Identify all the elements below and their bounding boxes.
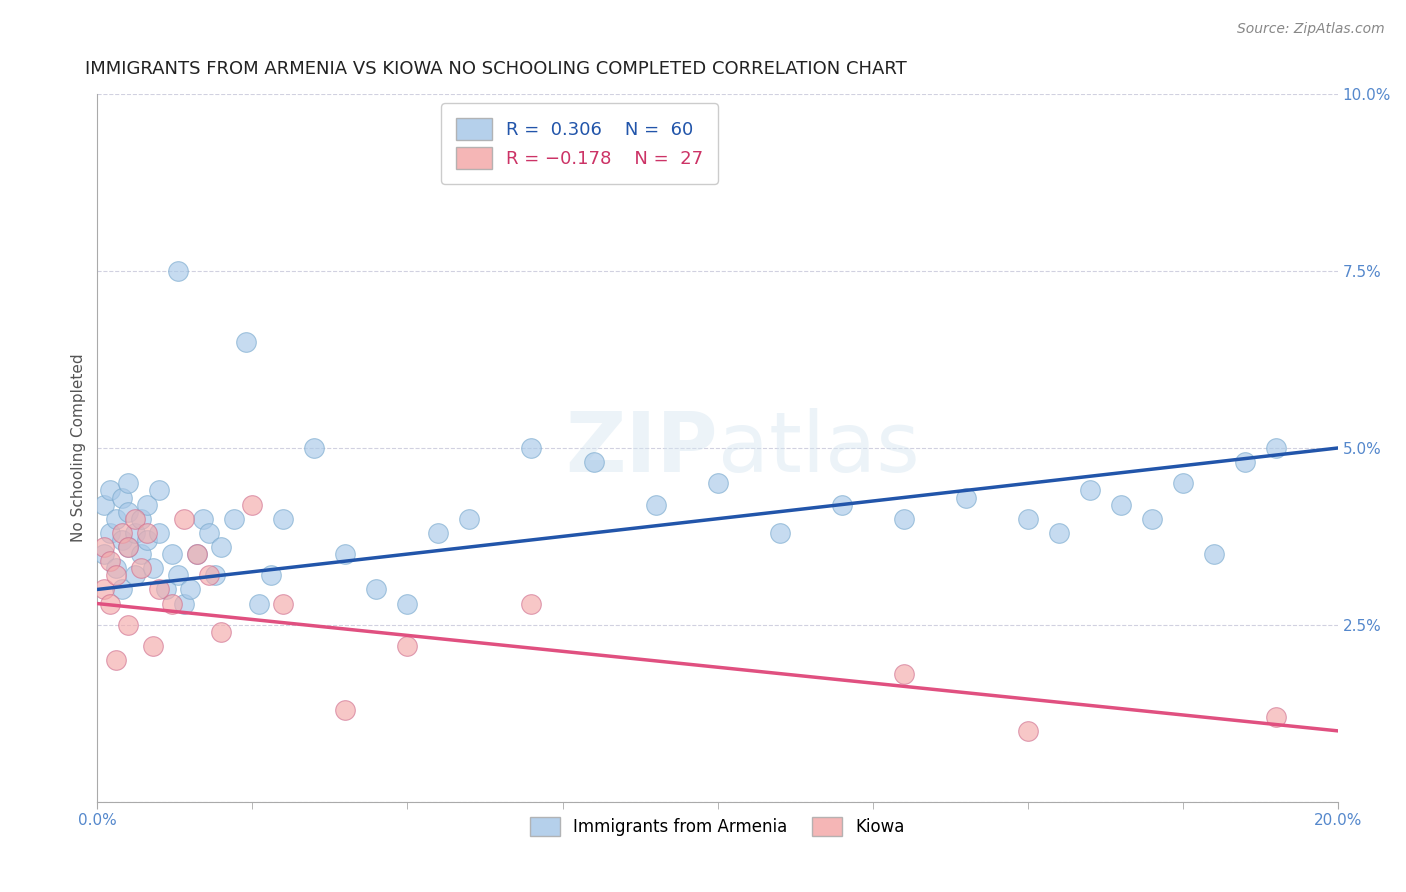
Kiowa xyxy=(520,597,543,611)
Immigrants from Armenia xyxy=(186,547,208,561)
Immigrants from Armenia xyxy=(209,540,232,554)
Immigrants from Armenia xyxy=(1202,547,1225,561)
Immigrants from Armenia xyxy=(1140,512,1163,526)
Immigrants from Armenia xyxy=(247,597,270,611)
Immigrants from Armenia xyxy=(104,561,127,575)
Kiowa xyxy=(396,639,419,653)
Immigrants from Armenia xyxy=(129,547,152,561)
Kiowa xyxy=(273,597,295,611)
Immigrants from Armenia xyxy=(204,568,226,582)
Immigrants from Armenia xyxy=(93,547,115,561)
Immigrants from Armenia xyxy=(335,547,357,561)
Immigrants from Armenia xyxy=(136,498,159,512)
Immigrants from Armenia xyxy=(458,512,481,526)
Kiowa xyxy=(124,512,146,526)
Immigrants from Armenia xyxy=(955,491,977,505)
Immigrants from Armenia xyxy=(1109,498,1132,512)
Immigrants from Armenia xyxy=(124,568,146,582)
Text: ZIP: ZIP xyxy=(565,408,717,489)
Kiowa xyxy=(209,624,232,639)
Immigrants from Armenia xyxy=(93,498,115,512)
Kiowa xyxy=(98,597,121,611)
Immigrants from Armenia xyxy=(222,512,245,526)
Kiowa xyxy=(160,597,183,611)
Kiowa xyxy=(335,703,357,717)
Immigrants from Armenia xyxy=(148,483,170,498)
Immigrants from Armenia xyxy=(273,512,295,526)
Immigrants from Armenia xyxy=(98,483,121,498)
Immigrants from Armenia xyxy=(98,525,121,540)
Kiowa xyxy=(129,561,152,575)
Kiowa xyxy=(93,582,115,597)
Kiowa xyxy=(117,540,139,554)
Kiowa xyxy=(198,568,221,582)
Immigrants from Armenia xyxy=(366,582,388,597)
Immigrants from Armenia xyxy=(111,533,134,547)
Kiowa xyxy=(93,540,115,554)
Immigrants from Armenia xyxy=(1171,476,1194,491)
Immigrants from Armenia xyxy=(893,512,915,526)
Kiowa xyxy=(104,653,127,667)
Immigrants from Armenia xyxy=(1017,512,1039,526)
Kiowa xyxy=(1264,709,1286,723)
Kiowa xyxy=(136,525,159,540)
Legend: Immigrants from Armenia, Kiowa: Immigrants from Armenia, Kiowa xyxy=(523,811,912,843)
Immigrants from Armenia xyxy=(644,498,666,512)
Immigrants from Armenia xyxy=(117,540,139,554)
Kiowa xyxy=(1017,723,1039,738)
Immigrants from Armenia xyxy=(520,441,543,455)
Immigrants from Armenia xyxy=(191,512,214,526)
Y-axis label: No Schooling Completed: No Schooling Completed xyxy=(72,354,86,542)
Immigrants from Armenia xyxy=(1047,525,1070,540)
Immigrants from Armenia xyxy=(111,491,134,505)
Immigrants from Armenia xyxy=(167,568,190,582)
Kiowa xyxy=(186,547,208,561)
Immigrants from Armenia xyxy=(582,455,605,469)
Immigrants from Armenia xyxy=(148,525,170,540)
Immigrants from Armenia xyxy=(173,597,195,611)
Kiowa xyxy=(111,525,134,540)
Immigrants from Armenia xyxy=(160,547,183,561)
Immigrants from Armenia xyxy=(1233,455,1256,469)
Immigrants from Armenia xyxy=(104,512,127,526)
Text: Source: ZipAtlas.com: Source: ZipAtlas.com xyxy=(1237,22,1385,37)
Kiowa xyxy=(893,667,915,681)
Immigrants from Armenia xyxy=(142,561,165,575)
Kiowa xyxy=(148,582,170,597)
Immigrants from Armenia xyxy=(1264,441,1286,455)
Immigrants from Armenia xyxy=(155,582,177,597)
Text: atlas: atlas xyxy=(717,408,920,489)
Immigrants from Armenia xyxy=(235,334,257,349)
Immigrants from Armenia xyxy=(167,264,190,278)
Immigrants from Armenia xyxy=(117,476,139,491)
Immigrants from Armenia xyxy=(124,525,146,540)
Immigrants from Armenia xyxy=(304,441,326,455)
Immigrants from Armenia xyxy=(198,525,221,540)
Kiowa xyxy=(104,568,127,582)
Immigrants from Armenia xyxy=(136,533,159,547)
Kiowa xyxy=(242,498,264,512)
Immigrants from Armenia xyxy=(179,582,201,597)
Kiowa xyxy=(142,639,165,653)
Immigrants from Armenia xyxy=(831,498,853,512)
Immigrants from Armenia xyxy=(1078,483,1101,498)
Immigrants from Armenia xyxy=(706,476,728,491)
Immigrants from Armenia xyxy=(111,582,134,597)
Immigrants from Armenia xyxy=(768,525,790,540)
Immigrants from Armenia xyxy=(396,597,419,611)
Immigrants from Armenia xyxy=(129,512,152,526)
Kiowa xyxy=(173,512,195,526)
Immigrants from Armenia xyxy=(117,505,139,519)
Kiowa xyxy=(98,554,121,568)
Immigrants from Armenia xyxy=(427,525,450,540)
Text: IMMIGRANTS FROM ARMENIA VS KIOWA NO SCHOOLING COMPLETED CORRELATION CHART: IMMIGRANTS FROM ARMENIA VS KIOWA NO SCHO… xyxy=(84,60,907,78)
Immigrants from Armenia xyxy=(260,568,283,582)
Kiowa xyxy=(117,617,139,632)
